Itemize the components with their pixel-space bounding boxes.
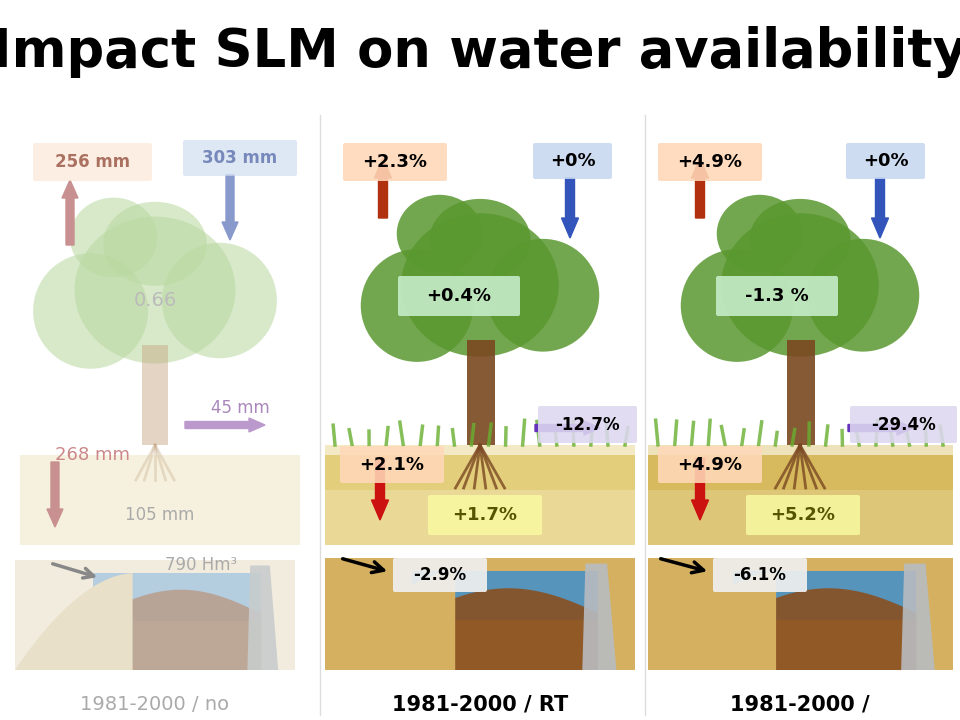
Ellipse shape [361,249,473,362]
FancyBboxPatch shape [716,276,838,316]
Polygon shape [648,558,776,670]
Polygon shape [583,564,616,670]
FancyArrow shape [222,175,238,240]
Polygon shape [15,560,132,670]
FancyArrow shape [562,178,579,238]
Ellipse shape [396,195,482,273]
FancyBboxPatch shape [393,558,487,592]
Text: +4.9%: +4.9% [678,456,742,474]
Text: 1981-2000 /: 1981-2000 / [731,695,870,715]
FancyBboxPatch shape [33,143,152,181]
Bar [412,572,598,620]
Text: -2.9%: -2.9% [414,566,467,584]
Ellipse shape [75,217,235,364]
Text: 303 mm: 303 mm [203,149,277,167]
Bar [325,455,635,545]
FancyBboxPatch shape [658,143,762,181]
Ellipse shape [717,195,803,273]
FancyBboxPatch shape [340,446,444,483]
FancyBboxPatch shape [183,140,297,176]
Text: +2.1%: +2.1% [359,456,424,474]
Bar [467,340,495,445]
FancyArrow shape [47,462,63,527]
Ellipse shape [487,239,599,351]
Bar [93,573,261,621]
Text: 105 mm: 105 mm [126,506,195,524]
Text: +4.9%: +4.9% [678,153,742,171]
Bar [733,572,917,620]
FancyBboxPatch shape [533,143,612,179]
Bar [648,445,953,490]
FancyBboxPatch shape [428,495,542,535]
FancyBboxPatch shape [846,143,925,179]
Ellipse shape [681,249,793,362]
FancyBboxPatch shape [398,276,520,316]
Text: +2.3%: +2.3% [363,153,427,171]
Ellipse shape [104,202,206,286]
Polygon shape [93,590,261,670]
Text: 790 Hm³: 790 Hm³ [165,556,237,574]
Polygon shape [248,565,278,670]
FancyArrow shape [535,421,600,435]
Bar [648,558,953,670]
Text: +5.2%: +5.2% [771,506,835,524]
Bar [142,345,168,445]
Ellipse shape [162,243,276,359]
FancyArrow shape [872,178,889,238]
Bar [325,445,635,490]
FancyBboxPatch shape [746,495,860,535]
FancyArrow shape [691,458,708,520]
Ellipse shape [70,197,157,277]
Ellipse shape [33,253,148,369]
FancyArrow shape [691,158,708,218]
Ellipse shape [806,239,920,351]
FancyArrow shape [372,458,389,520]
FancyBboxPatch shape [850,406,957,443]
Text: 256 mm: 256 mm [55,153,130,171]
FancyArrow shape [374,158,392,218]
Text: +1.7%: +1.7% [452,506,517,524]
Text: -6.1%: -6.1% [733,566,786,584]
Ellipse shape [750,199,851,281]
Bar [20,455,300,545]
Polygon shape [412,588,598,670]
FancyBboxPatch shape [713,558,807,592]
Text: -1.3 %: -1.3 % [745,287,809,305]
FancyArrow shape [62,180,78,245]
FancyArrow shape [185,418,265,432]
Bar [325,558,635,670]
Text: 0.66: 0.66 [133,290,177,310]
FancyBboxPatch shape [658,446,762,483]
Bar [15,560,295,670]
Ellipse shape [401,213,559,356]
Bar [787,340,815,445]
Text: -12.7%: -12.7% [555,415,620,433]
Text: +0.4%: +0.4% [426,287,492,305]
Polygon shape [733,588,917,670]
Text: +0%: +0% [863,152,908,170]
Text: -29.4%: -29.4% [871,415,936,433]
Ellipse shape [721,213,878,356]
Bar [648,455,953,545]
Text: 1981-2000 / no: 1981-2000 / no [81,696,229,714]
Polygon shape [325,558,455,670]
Text: 45 mm: 45 mm [210,399,270,417]
FancyBboxPatch shape [343,143,447,181]
Text: 1981-2000 / RT: 1981-2000 / RT [392,695,568,715]
Text: 268 mm: 268 mm [55,446,130,464]
FancyBboxPatch shape [538,406,637,443]
Polygon shape [901,564,935,670]
Text: Impact SLM on water availability: Impact SLM on water availability [0,26,960,78]
Ellipse shape [429,199,531,281]
FancyArrow shape [848,421,913,435]
Text: +0%: +0% [550,152,595,170]
